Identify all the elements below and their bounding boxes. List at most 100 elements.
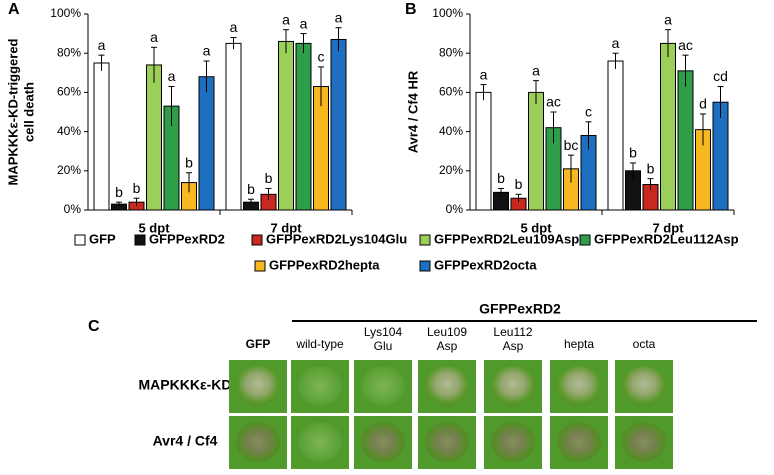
leaf-lesion <box>557 422 601 462</box>
column-header: Lys104 <box>364 325 403 339</box>
x-tick-label: 5 dpt <box>520 220 552 235</box>
column-header: octa <box>633 337 656 351</box>
y-tick-label: 0% <box>446 202 464 216</box>
y-axis-label: cell death <box>21 82 36 142</box>
bar <box>528 91 544 211</box>
leaf-lesion <box>361 422 405 462</box>
bar <box>660 42 676 211</box>
significance-letter: b <box>647 160 655 176</box>
y-tick-label: 40% <box>439 124 463 138</box>
significance-letter: bc <box>564 137 579 153</box>
significance-letter: a <box>168 68 176 84</box>
bar <box>198 76 215 211</box>
legend-swatch <box>419 234 431 246</box>
significance-letter: a <box>98 37 106 53</box>
leaf-lesion <box>425 422 469 462</box>
significance-letter: a <box>150 29 158 45</box>
significance-letter: a <box>335 9 343 25</box>
y-tick-label: 60% <box>439 85 463 99</box>
y-tick-label: 20% <box>57 163 81 177</box>
column-header: wild-type <box>295 337 344 351</box>
y-tick-label: 20% <box>439 163 463 177</box>
legend-label: GFPPexRD2hepta <box>269 257 380 272</box>
column-header: Asp <box>503 339 524 353</box>
legend-label: GFPPexRD2Leu109Asp <box>434 231 579 246</box>
significance-letter: cd <box>713 68 728 84</box>
panel-label: B <box>405 1 417 18</box>
leaf-lesion <box>557 366 601 406</box>
significance-letter: b <box>133 180 141 196</box>
bar <box>93 62 110 211</box>
legend-label: GFPPexRD2Leu112Asp <box>594 231 739 246</box>
bar <box>607 60 624 211</box>
bar <box>278 40 294 211</box>
leaf-lesion <box>425 366 469 406</box>
panel-label: A <box>8 1 20 18</box>
leaf-lesion <box>236 422 280 462</box>
row-label: MAPKKKε-KD <box>139 377 232 393</box>
x-tick-label: 7 dpt <box>270 220 302 235</box>
column-header: Glu <box>374 339 393 353</box>
bar <box>295 42 312 211</box>
legend-label: GFPPexRD2octa <box>434 257 537 272</box>
legend-swatch <box>254 260 266 272</box>
bar <box>712 101 729 211</box>
significance-letter: a <box>230 19 238 35</box>
leaf-lesion <box>298 422 342 462</box>
bar <box>677 70 694 211</box>
column-header: hepta <box>564 337 594 351</box>
y-tick-label: 80% <box>439 45 463 59</box>
significance-letter: ac <box>678 37 693 53</box>
legend-swatch <box>251 234 263 246</box>
y-tick-label: 100% <box>50 6 81 20</box>
column-header: Leu109 <box>427 325 467 339</box>
significance-letter: a <box>532 62 540 78</box>
significance-letter: c <box>585 104 592 120</box>
leaf-lesion <box>491 422 535 462</box>
significance-letter: b <box>497 170 505 186</box>
significance-letter: a <box>300 15 308 31</box>
significance-letter: b <box>185 154 193 170</box>
bar <box>225 42 242 211</box>
legend-label: GFP <box>89 231 116 246</box>
significance-letter: b <box>115 184 123 200</box>
y-tick-label: 80% <box>57 45 81 59</box>
y-axis-label: MAPKKKε-KD-triggered <box>5 38 20 185</box>
legend-label: GFPPexRD2Lys104Glu <box>266 231 407 246</box>
significance-letter: b <box>247 181 255 197</box>
group-header: GFPPexRD2 <box>479 301 561 317</box>
legend-swatch <box>134 234 146 246</box>
bar <box>475 91 492 211</box>
column-header: GFP <box>246 337 271 351</box>
y-tick-label: 0% <box>64 202 82 216</box>
significance-letter: a <box>203 43 211 59</box>
leaf-lesion <box>622 366 666 406</box>
x-tick-label: 7 dpt <box>652 220 684 235</box>
significance-letter: a <box>282 11 290 27</box>
significance-letter: b <box>629 145 637 161</box>
legend-swatch <box>419 260 431 272</box>
column-header: Leu112 <box>493 325 532 339</box>
y-tick-label: 40% <box>57 124 81 138</box>
leaf-lesion <box>622 422 666 462</box>
significance-letter: a <box>480 66 488 82</box>
x-tick-label: 5 dpt <box>138 220 170 235</box>
leaf-lesion <box>361 366 405 406</box>
y-tick-label: 60% <box>57 85 81 99</box>
row-label: Avr4 / Cf4 <box>153 433 218 449</box>
legend-label: GFPPexRD2 <box>149 231 225 246</box>
legend-swatch <box>74 234 86 246</box>
significance-letter: d <box>699 96 707 112</box>
legend-swatch <box>579 234 591 246</box>
bar <box>330 38 347 211</box>
column-header: Asp <box>437 339 458 353</box>
leaf-lesion <box>236 366 280 406</box>
significance-letter: b <box>265 170 273 186</box>
leaf-lesion <box>298 366 342 406</box>
y-axis-label: Avr4 / Cf4 HR <box>405 70 420 153</box>
significance-letter: a <box>664 11 672 27</box>
bar <box>146 64 162 211</box>
significance-letter: b <box>515 176 523 192</box>
significance-letter: c <box>318 49 325 65</box>
